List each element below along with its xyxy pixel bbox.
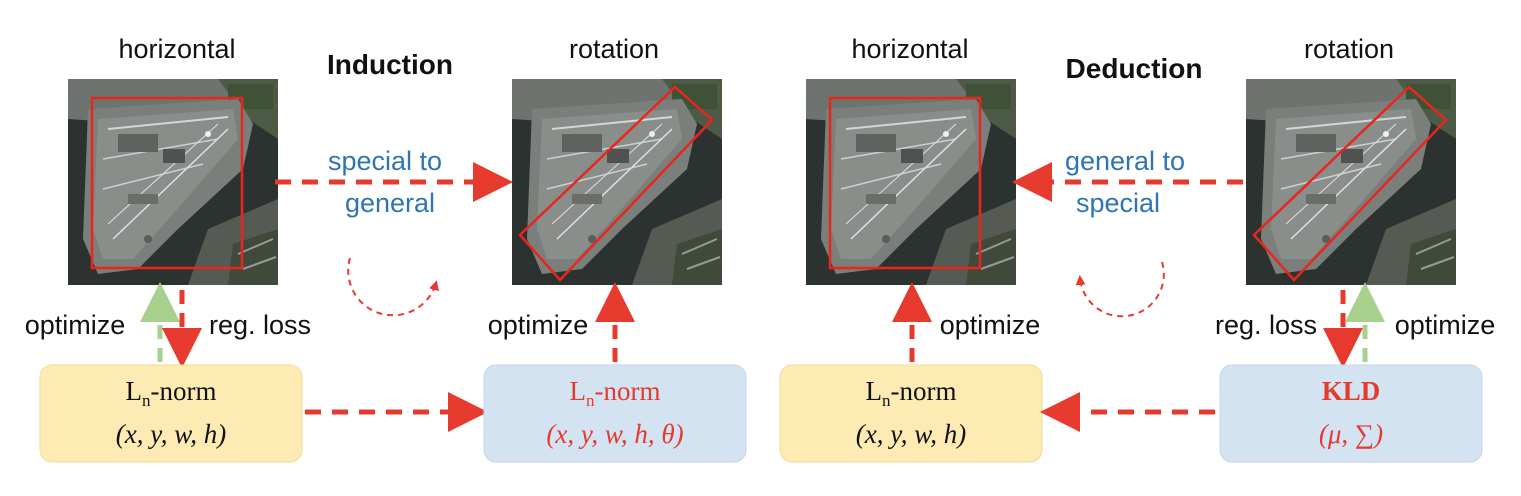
deduction-right-box [1219,364,1483,463]
induction-transfer-line1: special to [328,146,442,176]
deduction-right-label: rotation [1304,34,1394,64]
induction-left-box-title: Ln-norm [126,376,217,410]
rotated-bbox [518,85,714,282]
deduction-left-box-params: (x, y, w, h) [856,419,966,449]
induction-left-box-params: (x, y, w, h) [116,419,226,449]
deduction-transfer-line1: general to [1065,146,1185,176]
deduction-optimize-left: optimize [940,310,1041,340]
deduction-reg-loss: reg. loss [1215,310,1317,340]
deduction-optimize-right: optimize [1395,310,1496,340]
rotated-bbox [1252,85,1448,282]
deduction-left-label: horizontal [851,34,968,64]
horizontal-bbox [828,96,982,270]
induction-optimize-right: optimize [488,310,589,340]
induction-left-box [39,364,303,463]
deduction-rotation-image [1245,78,1457,286]
deduction-title: Deduction [1066,53,1203,84]
horizontal-bbox [90,96,244,270]
induction-rotation-image [511,78,723,286]
induction-transfer-line2: general [345,188,435,218]
induction-right-box [483,364,747,463]
induction-cycle-arrow [347,257,439,317]
deduction-horizontal-image [805,78,1017,286]
induction-right-box-title: Ln-norm [570,376,661,410]
deduction-right-box-title: KLD [1322,376,1381,406]
induction-left-label: horizontal [118,34,235,64]
induction-optimize-left: optimize [25,310,126,340]
induction-horizontal-image [67,78,279,286]
deduction-right-box-params: (μ, ∑) [1319,419,1383,449]
induction-right-label: rotation [569,34,659,64]
deduction-left-box-title: Ln-norm [866,376,957,410]
induction-right-box-params: (x, y, w, h, θ) [546,419,683,449]
deduction-transfer-line2: special [1076,188,1160,218]
deduction-cycle-arrow [1075,261,1165,318]
induction-title: Induction [327,49,453,80]
induction-reg-loss: reg. loss [209,310,311,340]
